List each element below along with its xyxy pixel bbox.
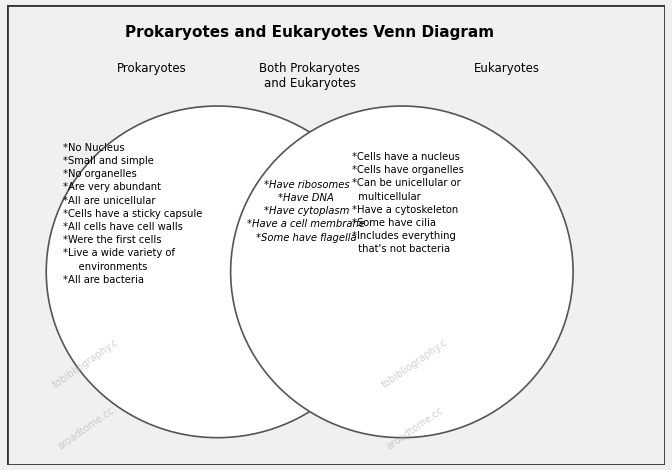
Text: tobibliography.c: tobibliography.c xyxy=(51,337,120,391)
Text: *Cells have a nucleus
*Cells have organelles
*Can be unicellular or
  multicellu: *Cells have a nucleus *Cells have organe… xyxy=(352,152,464,254)
Text: Prokaryotes and Eukaryotes Venn Diagram: Prokaryotes and Eukaryotes Venn Diagram xyxy=(125,25,494,40)
Text: Eukaryotes: Eukaryotes xyxy=(474,62,540,75)
Ellipse shape xyxy=(46,106,388,438)
Ellipse shape xyxy=(230,106,573,438)
Text: Both Prokaryotes
and Eukaryotes: Both Prokaryotes and Eukaryotes xyxy=(259,62,360,90)
Text: aroadtome.cc: aroadtome.cc xyxy=(385,405,446,452)
Text: *Have ribosomes
*Have DNA
*Have cytoplasm
*Have a cell membrane
*Some have flage: *Have ribosomes *Have DNA *Have cytoplas… xyxy=(247,180,366,243)
Text: aroadtome.cc: aroadtome.cc xyxy=(56,405,116,452)
Text: Prokaryotes: Prokaryotes xyxy=(117,62,186,75)
Text: tobibliography.c: tobibliography.c xyxy=(380,337,450,391)
Text: *No Nucleus
*Small and simple
*No organelles
*Are very abundant
*All are unicell: *No Nucleus *Small and simple *No organe… xyxy=(62,143,202,285)
